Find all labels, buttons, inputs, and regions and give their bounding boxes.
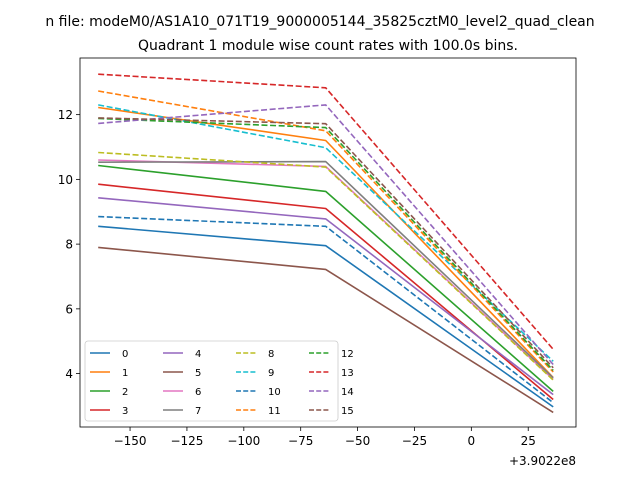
series-line-5: [98, 246, 554, 414]
series-line-1: [98, 106, 554, 379]
plot-frame: [79, 57, 577, 428]
y-axis: 4 6 8 10 12: [58, 108, 80, 381]
x-tick-label: −100: [227, 434, 260, 448]
series-line-2: [98, 164, 554, 393]
y-tick-label: 8: [65, 238, 73, 252]
legend-label-8: 8: [268, 349, 274, 360]
series-line-15: [98, 117, 554, 369]
legend-label-1: 1: [122, 368, 128, 379]
x-tick-label: −150: [114, 434, 147, 448]
x-tick-label: 25: [521, 434, 536, 448]
legend-label-3: 3: [122, 406, 128, 417]
x-offset-label: +3.9022e8: [509, 454, 576, 468]
plot-layer: [98, 73, 554, 414]
series-line-12: [98, 117, 554, 371]
legend-label-7: 7: [195, 406, 201, 417]
legend-label-5: 5: [195, 368, 201, 379]
legend-label-15: 15: [341, 406, 354, 417]
legend-label-14: 14: [341, 387, 354, 398]
legend-label-2: 2: [122, 387, 128, 398]
legend-label-13: 13: [341, 368, 354, 379]
legend-label-4: 4: [195, 349, 201, 360]
x-tick-label: −25: [402, 434, 427, 448]
chart-suptitle: n file: modeM0/AS1A10_071T19_9000005144_…: [45, 14, 594, 30]
legend-label-10: 10: [268, 387, 281, 398]
y-tick-label: 6: [65, 302, 73, 316]
legend-label-9: 9: [268, 368, 274, 379]
series-line-11: [98, 90, 554, 373]
legend-label-6: 6: [195, 387, 201, 398]
y-tick-label: 10: [58, 173, 73, 187]
x-axis: −150 −125 −100 −75 −50 −25 0 25: [114, 427, 536, 448]
legend-label-11: 11: [268, 406, 281, 417]
series-line-4: [98, 197, 554, 396]
series-line-0: [98, 225, 554, 408]
series-line-8: [98, 151, 554, 381]
x-tick-label: −125: [170, 434, 203, 448]
chart-title: Quadrant 1 module wise count rates with …: [138, 38, 518, 54]
x-tick-label: −50: [345, 434, 370, 448]
series-line-10: [98, 215, 554, 404]
series-line-13: [98, 73, 554, 350]
legend-label-12: 12: [341, 349, 354, 360]
x-tick-label: 0: [468, 434, 476, 448]
series-line-14: [98, 104, 554, 366]
legend-box: [84, 340, 339, 422]
y-tick-label: 4: [65, 367, 73, 381]
x-tick-label: −75: [288, 434, 313, 448]
legend-label-0: 0: [122, 349, 128, 360]
series-line-7: [98, 160, 554, 379]
y-tick-label: 12: [58, 108, 73, 122]
